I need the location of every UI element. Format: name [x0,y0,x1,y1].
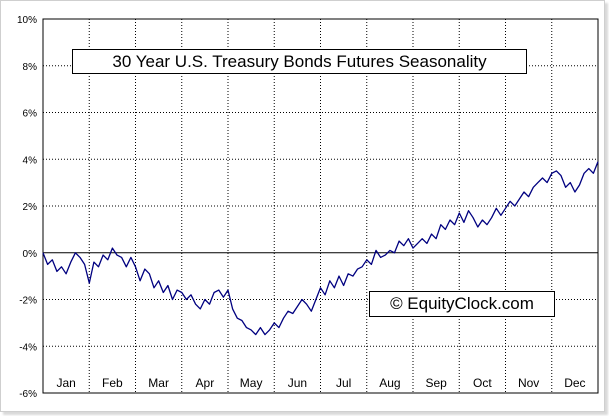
x-tick-label: Jan [56,376,75,390]
y-tick-label: 4% [23,155,38,166]
y-tick-label: 0% [23,249,38,260]
x-tick-label: Apr [196,376,215,390]
y-tick-label: -2% [19,296,37,307]
x-tick-label: Mar [148,376,169,390]
series-line [42,161,599,336]
y-tick-label: 8% [23,62,38,73]
y-tick-label: 6% [23,109,38,120]
x-tick-label: Sep [425,376,447,390]
x-tick-label: Feb [102,376,123,390]
chart-title: 30 Year U.S. Treasury Bonds Futures Seas… [72,49,527,74]
y-tick-label: 2% [23,202,38,213]
x-tick-label: Jul [336,376,351,390]
y-tick-label: 10% [17,15,37,26]
x-tick-label: May [240,376,263,390]
x-tick-label: Jun [288,376,307,390]
y-tick-label: -6% [19,389,37,400]
x-tick-label: Nov [518,376,539,390]
x-tick-label: Oct [473,376,492,390]
y-tick-label: -4% [19,342,37,353]
x-tick-label: Aug [379,376,400,390]
watermark: © EquityClock.com [369,291,555,317]
x-tick-label: Dec [564,376,585,390]
